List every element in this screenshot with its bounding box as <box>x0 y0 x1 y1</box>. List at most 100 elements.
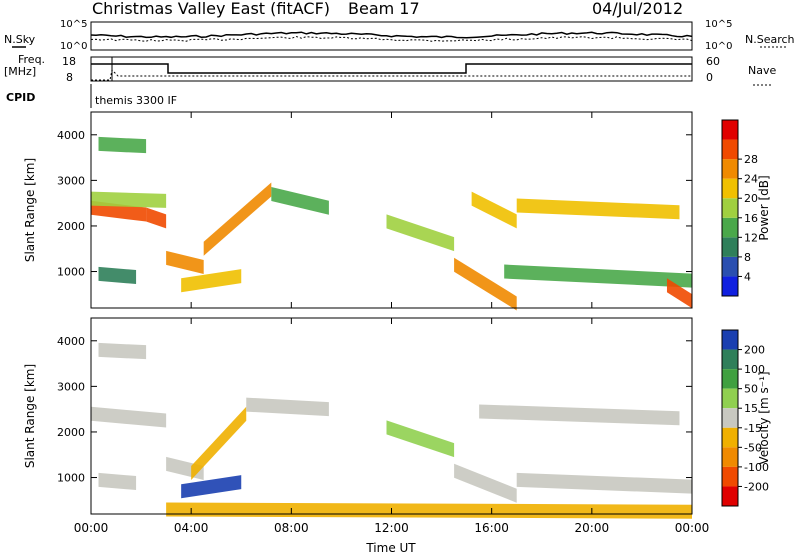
colorbar-tick-label: 4 <box>744 270 751 283</box>
nsearch-label: N.Search <box>745 33 795 46</box>
data-band <box>181 475 242 499</box>
data-band <box>516 472 692 494</box>
y-tick-label: 4000 <box>57 335 85 348</box>
power-y-label: Slant Range [km] <box>23 158 37 262</box>
data-band <box>386 214 455 252</box>
data-band <box>504 264 692 288</box>
data-band <box>246 397 329 417</box>
data-band <box>91 406 167 428</box>
nave-tick-bottom: 0 <box>706 71 713 84</box>
data-band <box>98 136 147 154</box>
velocity-y-label: Slant Range [km] <box>23 364 37 468</box>
nsky-label: N.Sky <box>4 33 36 46</box>
date-label: 04/Jul/2012 <box>592 0 683 18</box>
colorbar-tick-label: -100 <box>744 461 769 474</box>
noise-tick-right-top: 10^5 <box>705 19 732 30</box>
power-colorbar-frame <box>721 119 739 297</box>
colorbar-tick-label: 28 <box>744 153 758 166</box>
colorbar-tick-label: 200 <box>744 344 765 357</box>
freq-tick-top: 18 <box>62 55 76 68</box>
power-colorbar-label: Power [dB] <box>757 175 771 240</box>
velocity-y-ticks: 1000 2000 3000 4000 <box>57 335 692 485</box>
noise-tick-left-top: 10^5 <box>60 19 87 30</box>
x-tick-label: 08:00 <box>274 521 309 535</box>
data-band <box>181 269 242 293</box>
data-band <box>479 404 680 426</box>
noise-search-line <box>90 35 693 42</box>
nave-line <box>91 68 692 81</box>
colorbar-swatch <box>722 486 738 506</box>
power-colorbar: Power [dB] 4 8 12 16 20 24 28 <box>721 119 771 297</box>
mhz-label: [MHz] <box>4 65 36 78</box>
y-tick-label: 2000 <box>57 220 85 233</box>
frequency-strip-frame <box>90 56 693 82</box>
frequency-line <box>91 63 692 74</box>
colorbar-swatch <box>722 237 738 257</box>
x-axis-label: Time UT <box>365 541 416 554</box>
colorbar-tick-label: 20 <box>744 192 758 205</box>
data-band <box>191 406 247 480</box>
colorbar-tick-label: 15 <box>744 402 758 415</box>
data-band <box>98 266 137 285</box>
velocity-colorbar-frame <box>721 329 739 507</box>
y-tick-label: 1000 <box>57 472 85 485</box>
y-tick-label: 4000 <box>57 129 85 142</box>
noise-strip: N.Sky 10^5 10^0 10^5 10^0 N.Search <box>4 19 795 52</box>
power-data <box>91 136 692 311</box>
data-band <box>471 191 517 229</box>
data-band <box>166 502 692 519</box>
colorbar-swatch <box>722 388 738 409</box>
data-band <box>98 472 137 491</box>
colorbar-swatch <box>722 178 738 199</box>
power-panel: 1000 2000 3000 4000 Slant Range [km] <box>23 111 693 311</box>
colorbar-swatch <box>722 466 738 487</box>
data-band <box>454 257 517 311</box>
y-tick-label: 2000 <box>57 426 85 439</box>
colorbar-swatch <box>722 276 738 296</box>
power-y-ticks: 1000 2000 3000 4000 <box>57 129 692 279</box>
colorbar-swatch <box>722 330 738 350</box>
cpid-value: themis 3300 IF <box>95 94 177 107</box>
noise-sky-line <box>90 31 693 39</box>
colorbar-tick-label: 12 <box>744 231 758 244</box>
data-band <box>271 187 329 215</box>
data-band <box>454 463 517 503</box>
colorbar-swatch <box>722 427 738 448</box>
velocity-panel: 1000 2000 3000 4000 Slant Range [km] <box>23 317 693 519</box>
x-tick-label: 16:00 <box>474 521 509 535</box>
noise-tick-left-bottom: 10^0 <box>60 41 87 52</box>
data-band <box>666 278 692 309</box>
x-axis: 00:00 04:00 08:00 12:00 16:00 20:00 00:00 <box>74 112 710 535</box>
data-band <box>386 420 455 458</box>
data-band <box>203 182 272 256</box>
y-tick-label: 3000 <box>57 380 85 393</box>
colorbar-tick-label: 50 <box>744 383 758 396</box>
nave-label: Nave <box>748 64 776 77</box>
colorbar-tick-label: 100 <box>744 363 765 376</box>
freq-tick-bottom: 8 <box>66 71 73 84</box>
frequency-strip: Freq. [MHz] 18 8 60 0 Nave <box>4 53 776 86</box>
data-band <box>166 250 204 274</box>
data-band <box>146 207 167 229</box>
colorbar-swatch <box>722 369 738 389</box>
velocity-colorbar: Velocity [m s⁻¹] 200 100 50 15 -15 -50 -100 -20… <box>721 329 771 507</box>
velocity-colorbar-label: Velocity [m s⁻¹] <box>757 371 771 464</box>
noise-tick-right-bottom: 10^0 <box>705 41 732 52</box>
colorbar-swatch <box>722 198 738 218</box>
colorbar-swatch <box>722 256 738 277</box>
cpid-label: CPID <box>6 91 35 104</box>
colorbar-tick-label: 16 <box>744 212 758 225</box>
x-tick-label: 00:00 <box>74 521 109 535</box>
x-tick-label: 20:00 <box>575 521 610 535</box>
x-tick-label: 04:00 <box>174 521 209 535</box>
colorbar-swatch <box>722 120 738 140</box>
colorbar-swatch <box>722 159 738 179</box>
x-tick-label: 00:00 <box>675 521 710 535</box>
data-band <box>98 342 147 360</box>
beam-label: Beam 17 <box>348 0 420 18</box>
colorbar-tick-label: -15 <box>744 422 762 435</box>
freq-label: Freq. <box>18 53 45 66</box>
colorbar-swatch <box>722 139 738 160</box>
plot-title: Christmas Valley East (fitACF) <box>92 0 330 18</box>
